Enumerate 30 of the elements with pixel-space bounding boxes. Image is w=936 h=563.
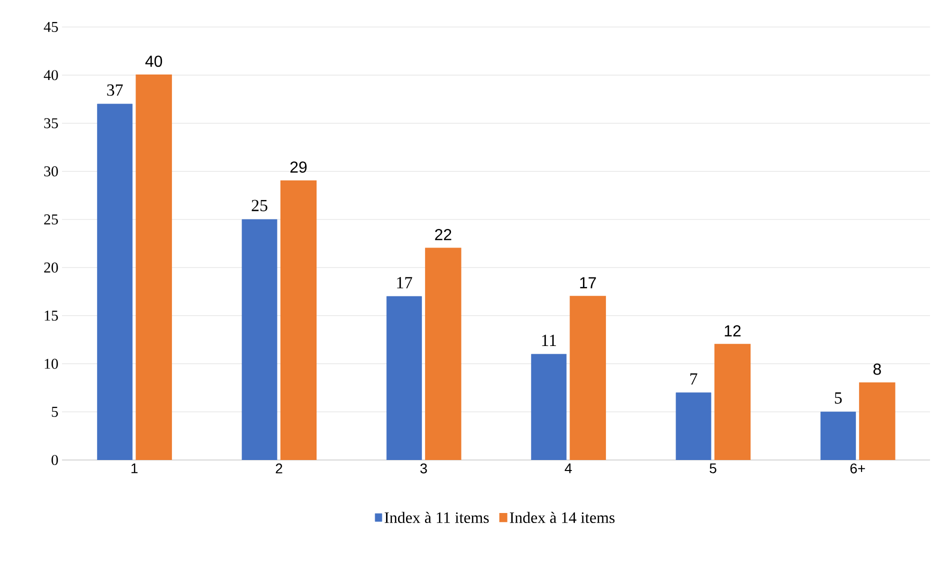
y-tick-label: 10 [44,358,58,369]
x-tick-label: 4 [564,464,572,474]
data-label: 37 [107,84,123,96]
data-label: 29 [290,161,307,173]
legend-label: Index à 11 items [384,512,489,524]
data-label: 5 [834,392,842,404]
data-label: 22 [435,228,452,240]
data-label: 25 [252,200,268,212]
data-label: 12 [724,325,741,336]
x-tick-label: 5 [710,464,716,474]
legend-label: Index à 14 items [510,512,615,524]
x-tick-label: 2 [276,464,282,474]
data-label: 11 [542,334,556,346]
y-tick-label: 25 [44,214,58,224]
data-label: 17 [580,277,596,288]
x-tick-label: 6+ [850,464,865,474]
y-tick-label: 15 [44,310,58,321]
y-tick-label: 40 [44,70,58,80]
data-label: 8 [873,364,881,375]
y-tick-label: 30 [44,166,58,176]
y-tick-label: 5 [52,406,58,417]
x-tick-label: 3 [420,464,427,474]
y-tick-label: 0 [52,454,58,466]
y-tick-label: 35 [44,118,58,128]
data-label: 17 [397,277,412,288]
data-label: 40 [145,56,162,67]
y-tick-label: 20 [44,262,58,273]
y-tick-label: 45 [44,22,58,32]
data-label: 7 [690,373,698,384]
x-tick-label: 1 [132,464,138,474]
